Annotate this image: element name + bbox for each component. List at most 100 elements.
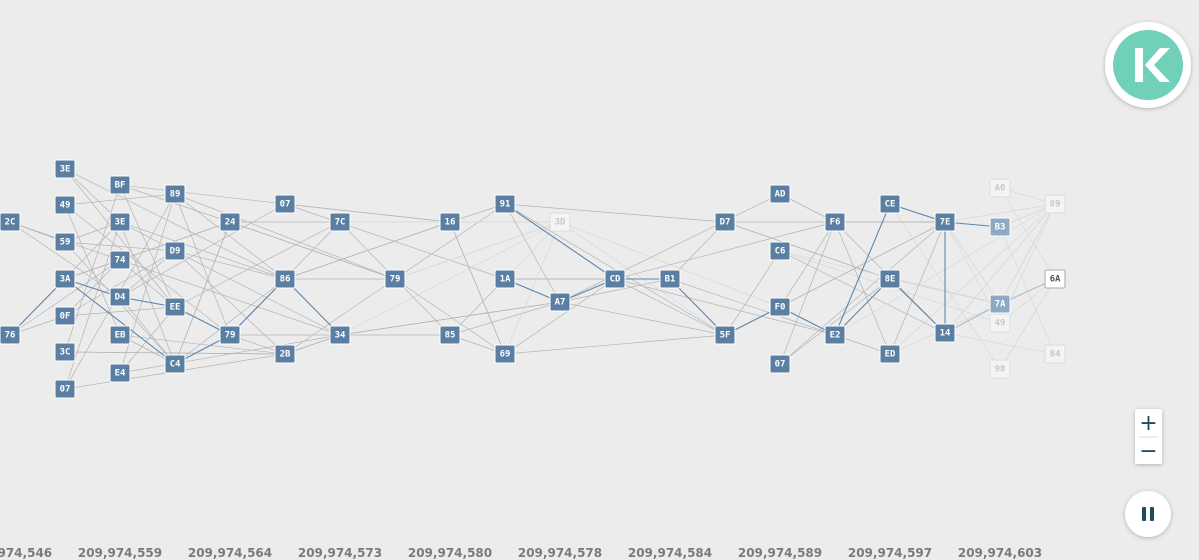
block[interactable]: B3	[989, 217, 1011, 237]
block-box	[1044, 269, 1066, 289]
edge	[779, 221, 836, 365]
block[interactable]: BF	[109, 175, 131, 195]
block[interactable]: 07	[769, 354, 791, 374]
block[interactable]: 49	[989, 313, 1011, 333]
block[interactable]: 89	[1044, 194, 1066, 214]
block-box	[109, 363, 131, 383]
pause-bg	[1125, 491, 1171, 537]
block[interactable]: ED	[879, 344, 901, 364]
block-box	[1044, 194, 1066, 214]
zoom-out[interactable]: −	[1139, 439, 1157, 464]
block[interactable]: 79	[219, 325, 241, 345]
block[interactable]: 3E	[54, 159, 76, 179]
block[interactable]: 6A	[1044, 269, 1066, 289]
block[interactable]: 86	[274, 269, 296, 289]
edge	[724, 250, 781, 336]
block-label: 86	[280, 275, 291, 285]
block-box	[54, 379, 76, 399]
block-box	[109, 212, 131, 232]
block[interactable]: 34	[329, 325, 351, 345]
block[interactable]: 2C	[0, 212, 21, 232]
axis: 209,974,546 209,974,559 209,974,564 209,974…	[0, 546, 1042, 560]
block[interactable]: 49	[54, 195, 76, 215]
block[interactable]: 3D	[549, 212, 571, 232]
logo-button[interactable]	[1105, 22, 1191, 108]
block[interactable]: 76	[0, 325, 21, 345]
zoom-in[interactable]: +	[1139, 411, 1157, 436]
edge	[119, 306, 176, 374]
block[interactable]: 79	[384, 269, 406, 289]
block-label: A7	[555, 298, 566, 308]
block[interactable]: F6	[824, 212, 846, 232]
block[interactable]: A0	[989, 178, 1011, 198]
block-box	[274, 194, 296, 214]
block[interactable]: 1A	[494, 269, 516, 289]
block-label: 7C	[335, 218, 346, 228]
block[interactable]: 8E	[879, 269, 901, 289]
block-label: CD	[610, 275, 621, 285]
block[interactable]: D9	[164, 241, 186, 261]
edge	[339, 221, 561, 336]
block[interactable]: 89	[164, 184, 186, 204]
block-label: F6	[830, 218, 841, 228]
block-box	[549, 212, 571, 232]
block[interactable]: CE	[879, 194, 901, 214]
block[interactable]: 69	[494, 344, 516, 364]
block[interactable]: D7	[714, 212, 736, 232]
block[interactable]: 2B	[274, 344, 296, 364]
block[interactable]: 74	[109, 250, 131, 270]
block[interactable]: EE	[164, 297, 186, 317]
block-label: ED	[885, 350, 896, 360]
edge	[174, 221, 341, 308]
edge	[999, 278, 1056, 370]
axis-label: 209,974,564	[188, 546, 272, 560]
block[interactable]: C6	[769, 241, 791, 261]
block-box	[54, 195, 76, 215]
block[interactable]: 98	[989, 359, 1011, 379]
block[interactable]: 16	[439, 212, 461, 232]
pause-button[interactable]	[1125, 491, 1171, 537]
block[interactable]: 7C	[329, 212, 351, 232]
block-label: A0	[995, 184, 1006, 194]
block[interactable]: 7E	[934, 212, 956, 232]
block-label: 7E	[940, 218, 951, 228]
edge	[119, 203, 286, 298]
block[interactable]: EB	[109, 325, 131, 345]
edge	[174, 250, 286, 355]
block[interactable]: D4	[109, 287, 131, 307]
block[interactable]: E2	[824, 325, 846, 345]
block[interactable]: AD	[769, 184, 791, 204]
block[interactable]: 24	[219, 212, 241, 232]
edge	[394, 221, 561, 280]
block-box	[54, 269, 76, 289]
block[interactable]: 59	[54, 232, 76, 252]
block[interactable]: 07	[274, 194, 296, 214]
block-label: 59	[60, 238, 71, 248]
block[interactable]: 07	[54, 379, 76, 399]
block[interactable]: 3E	[109, 212, 131, 232]
block-label: 6A	[1050, 275, 1061, 285]
block[interactable]: 85	[439, 325, 461, 345]
block[interactable]: A7	[549, 292, 571, 312]
block[interactable]: 3C	[54, 342, 76, 362]
block[interactable]: 14	[934, 323, 956, 343]
block[interactable]: E4	[109, 363, 131, 383]
edge-chain	[834, 203, 891, 336]
edge	[284, 203, 451, 223]
block[interactable]: 91	[494, 194, 516, 214]
block[interactable]: 84	[1044, 344, 1066, 364]
block[interactable]: F0	[769, 297, 791, 317]
block[interactable]: 3A	[54, 269, 76, 289]
block[interactable]: 5F	[714, 325, 736, 345]
edge	[119, 259, 341, 336]
edge	[9, 221, 121, 298]
block[interactable]: CD	[604, 269, 626, 289]
block-box	[769, 241, 791, 261]
block[interactable]: 7A	[989, 294, 1011, 314]
block[interactable]: B1	[659, 269, 681, 289]
block[interactable]: 0F	[54, 306, 76, 326]
block-box	[164, 297, 186, 317]
block-box	[879, 344, 901, 364]
block[interactable]: C4	[164, 354, 186, 374]
blocks: 2C 76 3E 49 59 3A 0F 3C 07 BF 3E 74 D4 EB E4 89 D9 EE C4 24…	[0, 159, 1066, 399]
